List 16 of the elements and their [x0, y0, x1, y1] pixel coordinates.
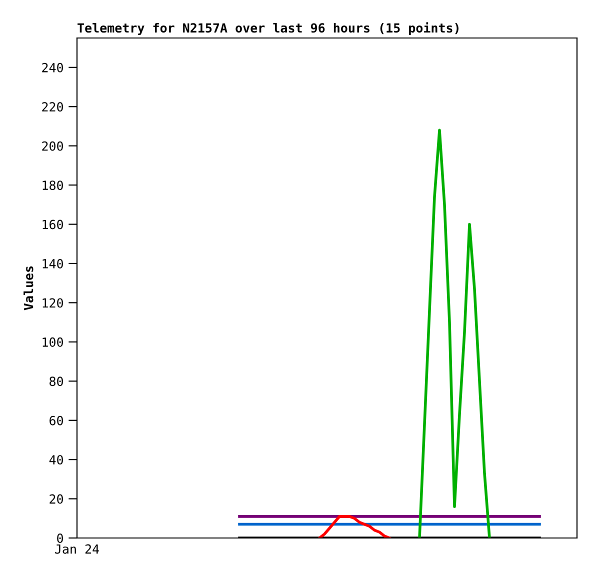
y-tick-label: 40	[49, 455, 63, 465]
y-tick-label: 240	[42, 62, 63, 72]
y-tick-label: 0	[57, 534, 63, 543]
y-tick-label: 60	[50, 416, 63, 426]
y-tick-label: 140	[42, 258, 63, 268]
y-tick-label: 100	[42, 337, 63, 347]
text: Jan 24	[55, 544, 99, 554]
y-tick-label: 200	[42, 141, 63, 151]
y-tick-label: 80	[50, 376, 63, 386]
y-tick-label: 160	[42, 220, 63, 230]
y-tick-label: 20	[50, 494, 63, 504]
y-tick-label: 120	[42, 298, 63, 308]
y-axis-title: Values	[24, 266, 34, 310]
y-tick-label: 180	[42, 180, 63, 190]
chart-title: Telemetry for N2157A over last 96 hours (15 points)	[78, 22, 458, 36]
y-tick-label: 220	[42, 102, 63, 112]
